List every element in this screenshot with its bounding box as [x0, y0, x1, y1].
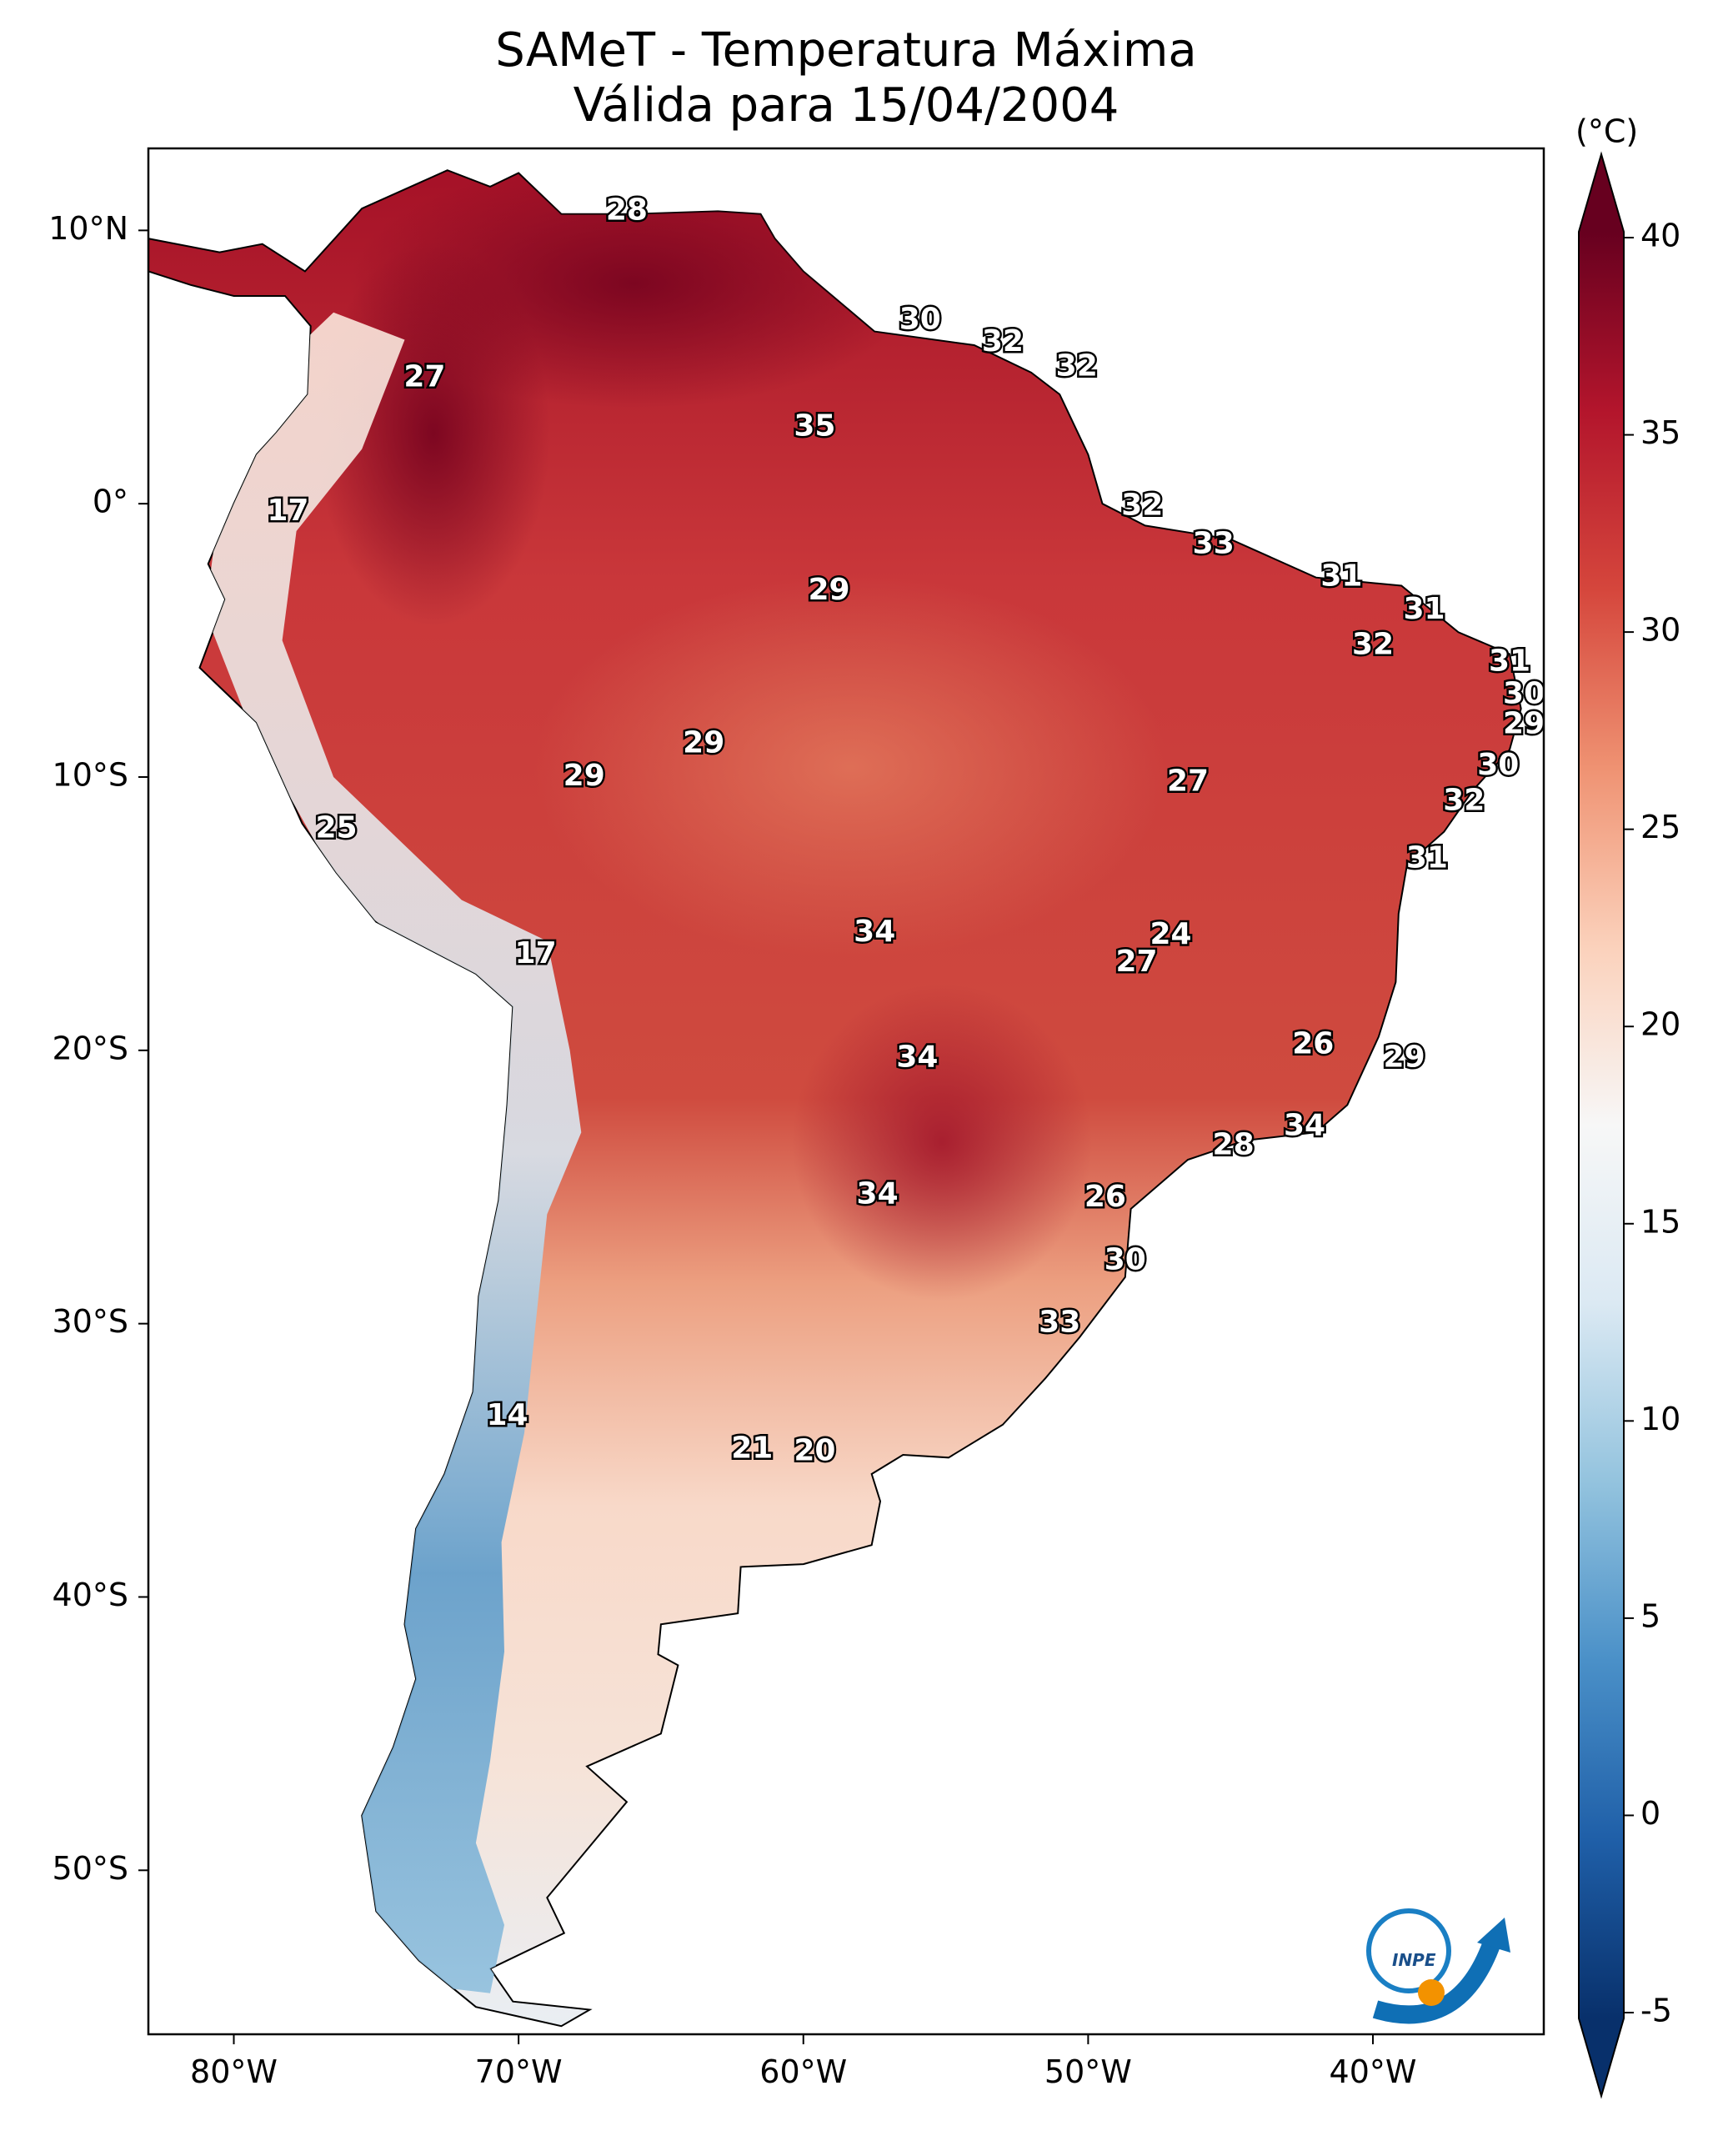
- temperature-label: 29: [808, 573, 849, 607]
- heat-core-paraguay: [792, 984, 1092, 1301]
- colorbar-lower-arrow: [1579, 2018, 1624, 2096]
- lat-tick-label: 10°S: [53, 757, 128, 794]
- colorbar-tick-label: -5: [1640, 1993, 1672, 2029]
- colorbar-tick-label: 0: [1640, 1795, 1660, 1832]
- lon-tick-label: 70°W: [475, 2053, 563, 2090]
- colorbar-tick-label: 20: [1640, 1006, 1680, 1043]
- temperature-label: 29: [683, 726, 724, 760]
- temperature-label: 31: [1406, 840, 1448, 875]
- title-line-2: Válida para 15/04/2004: [573, 78, 1119, 133]
- temperature-label: 34: [857, 1177, 899, 1211]
- colorbar-tick-label: 5: [1640, 1597, 1660, 1634]
- logo-text: INPE: [1392, 1950, 1436, 1970]
- colorbar-upper-arrow: [1579, 154, 1624, 232]
- temperature-label: 29: [1503, 707, 1545, 741]
- logo-ring-icon: [1366, 1908, 1451, 1993]
- lon-tick-label: 50°W: [1044, 2053, 1132, 2090]
- temperature-label: 32: [982, 324, 1024, 358]
- lat-tick-label: 50°S: [53, 1850, 128, 1887]
- temperature-label: 32: [1121, 489, 1163, 523]
- lat-tick-label: 10°N: [48, 210, 128, 247]
- temperature-label: 24: [1150, 917, 1191, 951]
- colorbar-tick-label: 10: [1640, 1401, 1680, 1437]
- temperature-label: 26: [1084, 1180, 1126, 1214]
- temperature-label: 35: [794, 409, 835, 443]
- temperature-label: 29: [563, 759, 605, 793]
- lat-tick-label: 40°S: [53, 1577, 128, 1613]
- temperature-label: 33: [1193, 526, 1235, 560]
- lon-tick-label: 60°W: [759, 2053, 847, 2090]
- temperature-label: 25: [315, 810, 357, 845]
- lat-tick-label: 30°S: [53, 1303, 128, 1340]
- inpe-logo: INPE: [1366, 1908, 1510, 2024]
- lat-tick-label: 20°S: [53, 1030, 128, 1066]
- colorbar-scale: [1579, 232, 1624, 2018]
- temperature-label: 14: [486, 1398, 528, 1432]
- temperature-label: 34: [854, 915, 895, 949]
- temperature-label: 34: [1284, 1109, 1325, 1143]
- logo-swoosh-icon: [1372, 1939, 1501, 2024]
- colorbar: (°C) -5 0 5 10 15 20 25 30 35 40: [1575, 113, 1680, 2099]
- colorbar-unit: (°C): [1575, 113, 1638, 150]
- logo-sun-icon: [1418, 1979, 1445, 2006]
- temperature-label: 30: [899, 303, 941, 337]
- temperature-label: 30: [1503, 677, 1545, 711]
- temperature-label: 31: [1489, 644, 1530, 678]
- colorbar-tick-label: 30: [1640, 612, 1680, 649]
- temperature-label: 27: [1167, 765, 1209, 799]
- warm-interior: [533, 575, 1167, 959]
- lon-tick-label: 80°W: [190, 2053, 278, 2090]
- page-title: SAMeT - Temperatura Máxima Válida para 1…: [148, 23, 1544, 133]
- colorbar-tick-label: 35: [1640, 414, 1680, 451]
- temperature-label: 28: [606, 193, 648, 227]
- temperature-label: 33: [1039, 1306, 1080, 1340]
- title-line-1: SAMeT - Temperatura Máxima: [495, 23, 1197, 78]
- andes-cold-band: [205, 312, 582, 1993]
- latitude-axis: 10°N 0° 10°S 20°S 30°S 40°S 50°S: [48, 210, 148, 1887]
- map-frame: [147, 147, 1545, 2036]
- temperature-label: 27: [1115, 945, 1157, 979]
- temperature-label: 31: [1403, 592, 1445, 626]
- lon-tick-label: 40°W: [1330, 2053, 1417, 2090]
- temperature-label: 17: [515, 936, 557, 970]
- temperature-label: 32: [1352, 628, 1394, 662]
- colorbar-tick-label: 15: [1640, 1203, 1680, 1240]
- temperature-label: 32: [1056, 348, 1098, 383]
- temperature-label: 26: [1292, 1026, 1334, 1060]
- temperature-label: 30: [1477, 748, 1519, 782]
- longitude-axis: 80°W 70°W 60°W 50°W 40°W: [190, 2034, 1416, 2090]
- lat-tick-label: 0°: [93, 484, 128, 520]
- temperature-label: 27: [403, 359, 445, 394]
- temperature-label: 29: [1384, 1040, 1425, 1075]
- temperature-label: 34: [896, 1040, 938, 1075]
- temperature-label: 21: [731, 1431, 773, 1466]
- temperature-label: 28: [1213, 1128, 1255, 1162]
- south-america-landmass: [148, 169, 1522, 2028]
- colorbar-tick-label: 40: [1640, 218, 1680, 254]
- temperature-label: 32: [1443, 784, 1485, 818]
- temperature-label: 17: [267, 494, 308, 528]
- colorbar-tick-label: 25: [1640, 809, 1680, 845]
- temperature-label: 31: [1320, 559, 1362, 594]
- logo-arrow-icon: [1477, 1918, 1510, 1953]
- temperature-label: 30: [1104, 1242, 1146, 1276]
- temperature-label: 20: [794, 1434, 835, 1468]
